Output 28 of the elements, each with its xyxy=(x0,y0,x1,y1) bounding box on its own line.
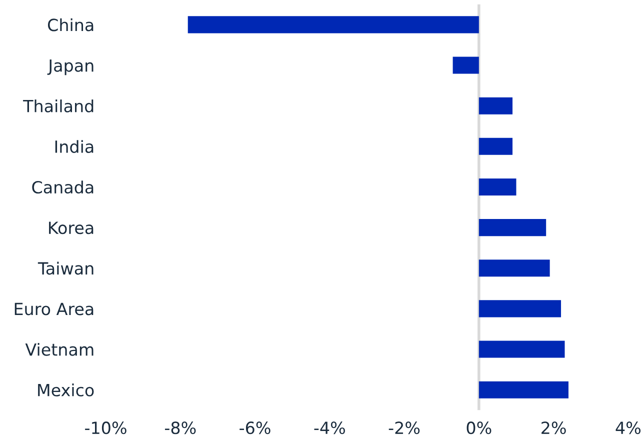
x-tick-label: -4% xyxy=(314,422,345,434)
x-tick-label: 0% xyxy=(466,422,492,434)
bar xyxy=(478,260,550,277)
y-tick-label: Vietnam xyxy=(25,342,94,356)
bar xyxy=(478,340,565,358)
bar xyxy=(478,138,512,155)
x-tick-label: -2% xyxy=(388,422,420,434)
x-tick-label: -6% xyxy=(240,422,270,434)
y-tick-label: Thailand xyxy=(23,100,94,112)
y-tick-label: India xyxy=(55,140,94,153)
bar xyxy=(478,381,568,398)
x-tick-label: 4% xyxy=(616,422,640,434)
bar xyxy=(478,97,512,114)
x-tick-label: -10% xyxy=(85,422,126,434)
x-tick-label: 2% xyxy=(542,422,566,434)
x-tick-label: -8% xyxy=(164,422,196,434)
bar xyxy=(478,300,562,318)
y-tick-label: Korea xyxy=(49,222,94,234)
bar xyxy=(478,178,516,196)
y-tick-label: Canada xyxy=(32,180,94,194)
y-tick-label: Mexico xyxy=(38,384,94,396)
bar xyxy=(188,16,479,34)
bar xyxy=(478,219,546,236)
y-tick-label: China xyxy=(48,18,94,32)
bar xyxy=(452,56,479,74)
y-tick-label: Japan xyxy=(47,59,94,76)
y-tick-label: Taiwan xyxy=(38,262,94,275)
y-tick-label: Euro Area xyxy=(14,302,94,316)
